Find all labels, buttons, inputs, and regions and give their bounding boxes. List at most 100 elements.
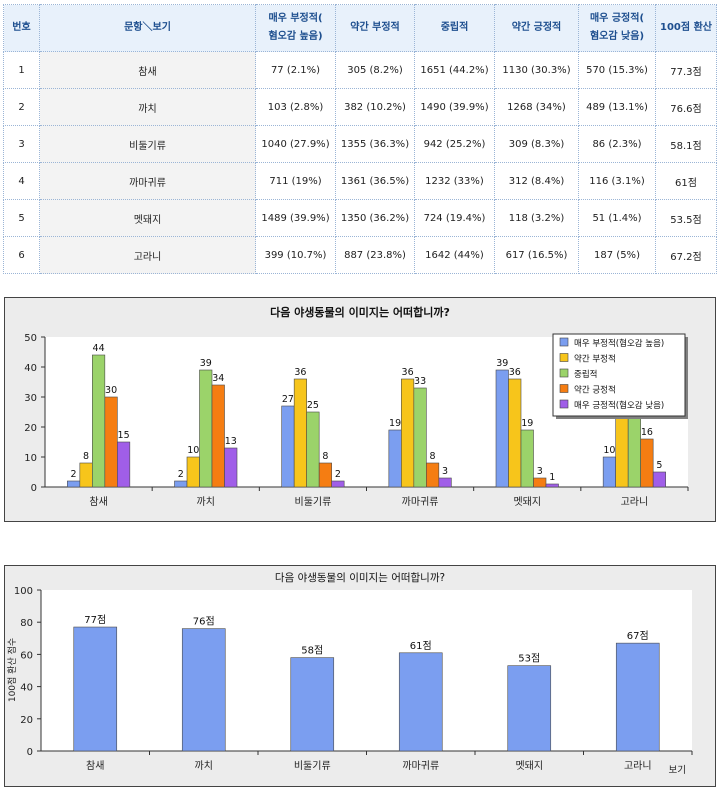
data-label: 19 bbox=[389, 418, 401, 429]
row-label-cell: 까마귀류 bbox=[39, 162, 256, 200]
table-cell: 1651 (44.2%) bbox=[414, 51, 495, 89]
legend-label: 중립적 bbox=[574, 369, 597, 380]
bar bbox=[640, 438, 654, 488]
table-cell: 1361 (36.5%) bbox=[335, 162, 415, 200]
legend-swatch bbox=[559, 399, 569, 409]
score-bar-chart: 다음 야생동물의 이미지는 어떠합니까? 0 20 40 60 80 100 100점 환산 … bbox=[6, 571, 693, 776]
table-header-cell: 매우 긍정적(혐오감 낮음) bbox=[578, 4, 656, 52]
table-cell: 118 (3.2%) bbox=[494, 199, 579, 237]
bar bbox=[281, 405, 295, 488]
bar bbox=[306, 411, 320, 488]
bar bbox=[401, 378, 415, 488]
table-row: 2 까치 103 (2.8%) 382 (10.2%) 1490 (39.9%) 1268… bbox=[3, 88, 717, 126]
x-tick-label: 비둘기류 bbox=[295, 496, 332, 508]
bar bbox=[413, 387, 427, 488]
table-cell: 77 (2.1%) bbox=[255, 51, 336, 89]
table-cell: 67.2점 bbox=[655, 236, 717, 274]
table-cell: 103 (2.8%) bbox=[255, 88, 336, 126]
bar bbox=[211, 384, 225, 488]
top-strip bbox=[0, 0, 720, 5]
table-header-cell: 약간 부정적 bbox=[335, 4, 415, 52]
y-tick-label: 40 bbox=[24, 363, 37, 374]
table-cell: 77.3점 bbox=[655, 51, 717, 89]
bar bbox=[174, 480, 188, 488]
table-cell: 309 (8.3%) bbox=[494, 125, 579, 163]
bar bbox=[652, 471, 666, 488]
data-label: 61점 bbox=[410, 640, 432, 652]
data-label: 2 bbox=[178, 469, 184, 480]
table-cell: 1040 (27.9%) bbox=[255, 125, 336, 163]
table-cell: 617 (16.5%) bbox=[494, 236, 579, 274]
data-label: 44 bbox=[93, 343, 105, 354]
x-tick-label: 멧돼지 bbox=[515, 760, 543, 772]
bar bbox=[318, 462, 332, 488]
table-cell: 1350 (36.2%) bbox=[335, 199, 415, 237]
table-row: 1 참새 77 (2.1%) 305 (8.2%) 1651 (44.2%) 1130 (… bbox=[3, 51, 717, 89]
table-cell: 1642 (44%) bbox=[414, 236, 495, 274]
bar bbox=[79, 462, 93, 488]
y-tick-label: 40 bbox=[20, 683, 33, 694]
table-cell: 942 (25.2%) bbox=[414, 125, 495, 163]
table-cell: 1 bbox=[3, 51, 40, 89]
bar bbox=[181, 628, 226, 752]
data-label: 19 bbox=[521, 418, 533, 429]
bar bbox=[104, 396, 118, 488]
table-header-cell: 100점 환산 bbox=[655, 4, 717, 52]
bar bbox=[398, 652, 443, 752]
table-header-cell: 매우 부정적(혐오감 높음) bbox=[255, 4, 336, 52]
data-label: 39 bbox=[496, 358, 508, 369]
data-label: 76점 bbox=[193, 616, 215, 628]
table-cell: 187 (5%) bbox=[578, 236, 656, 274]
table-cell: 1130 (30.3%) bbox=[494, 51, 579, 89]
table-cell: 5 bbox=[3, 199, 40, 237]
table-cell: 4 bbox=[3, 162, 40, 200]
data-label: 25 bbox=[307, 400, 319, 411]
table-header-cell: 번호 bbox=[3, 4, 40, 52]
table-row: 4 까마귀류 711 (19%) 1361 (36.5%) 1232 (33%) 312 … bbox=[3, 162, 717, 200]
row-label-cell: 비둘기류 bbox=[39, 125, 256, 163]
y-axis-label: 100점 환산 점수 bbox=[6, 638, 18, 702]
table-cell: 1232 (33%) bbox=[414, 162, 495, 200]
bar bbox=[508, 378, 522, 488]
bar bbox=[533, 477, 547, 488]
table-row: 3 비둘기류 1040 (27.9%) 1355 (36.3%) 942 (25.2%)… bbox=[3, 125, 717, 163]
bar bbox=[520, 429, 534, 488]
data-label: 36 bbox=[509, 367, 521, 378]
bar bbox=[602, 456, 616, 488]
table-cell: 399 (10.7%) bbox=[255, 236, 336, 274]
bar bbox=[426, 462, 440, 488]
table-header-row: 번호 문항＼보기 매우 부정적(혐오감 높음) 약간 부정적 중립적 약간 긍정적 매우 긍… bbox=[3, 4, 717, 52]
table-header-cell: 약간 긍정적 bbox=[494, 4, 579, 52]
legend-label: 매우 긍정적(혐오감 낮음) bbox=[574, 400, 664, 411]
survey-table: 번호 문항＼보기 매우 부정적(혐오감 높음) 약간 부정적 중립적 약간 긍정적 매우 긍… bbox=[3, 4, 717, 274]
grouped-bar-chart: 다음 야생동물의 이미지는 어떠합니까?01020304050참새2844301… bbox=[24, 305, 689, 508]
grouped-bar-chart-panel: 다음 야생동물의 이미지는 어떠합니까? 0 10 20 30 40 50 참새 2 8 44 30 1… bbox=[4, 297, 716, 522]
data-label: 77점 bbox=[84, 614, 106, 626]
data-label: 30 bbox=[105, 385, 117, 396]
table-cell: 86 (2.3%) bbox=[578, 125, 656, 163]
y-tick-label: 80 bbox=[20, 618, 33, 629]
table-cell: 305 (8.2%) bbox=[335, 51, 415, 89]
bar bbox=[73, 626, 118, 752]
table-cell: 570 (15.3%) bbox=[578, 51, 656, 89]
bar bbox=[117, 441, 131, 488]
legend-swatch bbox=[559, 368, 569, 378]
table-row: 6 고라니 399 (10.7%) 887 (23.8%) 1642 (44%) 617 … bbox=[3, 236, 717, 274]
data-label: 8 bbox=[83, 451, 89, 462]
data-label: 36 bbox=[294, 367, 306, 378]
bar bbox=[545, 483, 559, 488]
table-cell: 489 (13.1%) bbox=[578, 88, 656, 126]
table-cell: 6 bbox=[3, 236, 40, 274]
y-tick-label: 20 bbox=[24, 423, 37, 434]
x-axis-label: 보기 bbox=[669, 765, 686, 776]
x-tick-label: 까마귀류 bbox=[402, 496, 439, 508]
x-tick-label: 까치 bbox=[197, 496, 215, 508]
bar bbox=[615, 417, 629, 488]
data-label: 39 bbox=[200, 358, 212, 369]
data-label: 53점 bbox=[518, 653, 540, 665]
data-label: 10 bbox=[187, 445, 199, 456]
table-header-cell: 중립적 bbox=[414, 4, 495, 52]
plot-area bbox=[41, 590, 692, 751]
table-cell: 116 (3.1%) bbox=[578, 162, 656, 200]
table-cell: 1355 (36.3%) bbox=[335, 125, 415, 163]
